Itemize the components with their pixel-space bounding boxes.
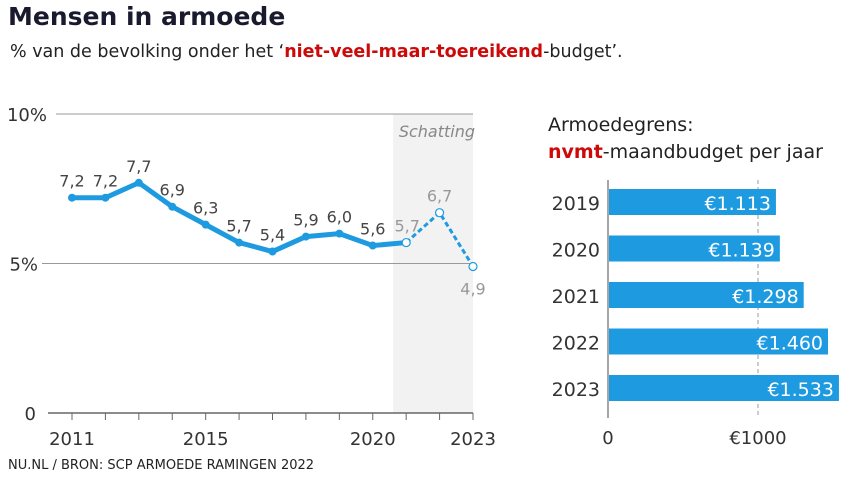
- data-label: 7,2: [59, 172, 84, 191]
- bar-category-label: 2020: [552, 240, 600, 262]
- bar-value-label: €1.460: [757, 333, 823, 355]
- data-label: 5,4: [260, 226, 285, 245]
- bar-title-line1: Armoedegrens:: [548, 114, 694, 136]
- x-tick-label: 2011: [49, 429, 95, 450]
- data-label: 5,7: [394, 217, 419, 236]
- data-point: [201, 220, 210, 229]
- chart-subtitle: % van de bevolking onder het ‘niet-veel-…: [10, 42, 623, 62]
- y-tick-label: 5%: [9, 255, 38, 276]
- data-label: 6,0: [327, 208, 352, 227]
- data-label: 5,6: [360, 220, 385, 239]
- bar: [609, 189, 776, 215]
- bar-value-label: €1.533: [767, 379, 833, 401]
- subtitle-text-end: -budget’.: [543, 42, 623, 62]
- data-label: 6,7: [427, 187, 452, 206]
- x-tick-label: 2023: [450, 429, 496, 450]
- subtitle-text: % van de bevolking onder het ‘: [10, 42, 285, 62]
- bar-title-line2: -maandbudget per jaar: [602, 141, 823, 163]
- y-tick-label: 0: [25, 404, 36, 425]
- y-tick-label: 10%: [7, 105, 47, 126]
- bar-value-label: €1.139: [708, 240, 774, 262]
- data-point: [434, 208, 445, 218]
- bar-category-label: 2022: [552, 333, 600, 355]
- bar: [609, 328, 828, 355]
- data-label: 5,9: [293, 211, 318, 230]
- estimate-annotation: Schatting: [399, 122, 475, 141]
- bar-category-label: 2023: [552, 379, 600, 401]
- bar-category-label: 2021: [552, 286, 600, 308]
- data-point: [168, 202, 177, 211]
- data-label: 6,3: [193, 199, 218, 218]
- x-tick-label: 2020: [350, 429, 396, 450]
- data-point: [368, 241, 377, 250]
- bar: [609, 235, 780, 262]
- data-point: [301, 232, 310, 241]
- bar: [609, 282, 804, 308]
- bar: [609, 375, 839, 401]
- data-label: 6,9: [160, 181, 185, 200]
- bar-x-tick-label: 0: [602, 428, 613, 449]
- data-point: [235, 238, 244, 247]
- data-point: [268, 247, 277, 256]
- bar-title-highlight: nvmt: [548, 141, 603, 163]
- bar-value-label: €1.298: [732, 286, 798, 308]
- data-point: [68, 193, 76, 202]
- bar-category-label: 2019: [552, 193, 600, 215]
- data-point: [401, 237, 411, 248]
- data-point: [468, 261, 478, 272]
- bar-x-tick-label: €1000: [729, 428, 786, 449]
- data-point: [134, 178, 143, 187]
- data-label: 7,7: [126, 157, 151, 176]
- bar-chart-title: Armoedegrens: nvmt-maandbudget per jaar: [548, 112, 823, 166]
- source-credit: NU.NL / BRON: SCP ARMOEDE RAMINGEN 2022: [8, 458, 315, 473]
- data-label: 7,2: [93, 172, 118, 191]
- data-label: 5,7: [226, 217, 251, 236]
- chart-title: Mensen in armoede: [8, 2, 286, 31]
- bar-value-label: €1.113: [704, 193, 770, 215]
- x-tick-label: 2015: [183, 429, 229, 450]
- subtitle-highlight: niet-veel-maar-toereikend: [284, 42, 544, 62]
- data-point: [335, 229, 344, 238]
- data-label: 4,9: [460, 279, 485, 298]
- data-point: [101, 193, 110, 202]
